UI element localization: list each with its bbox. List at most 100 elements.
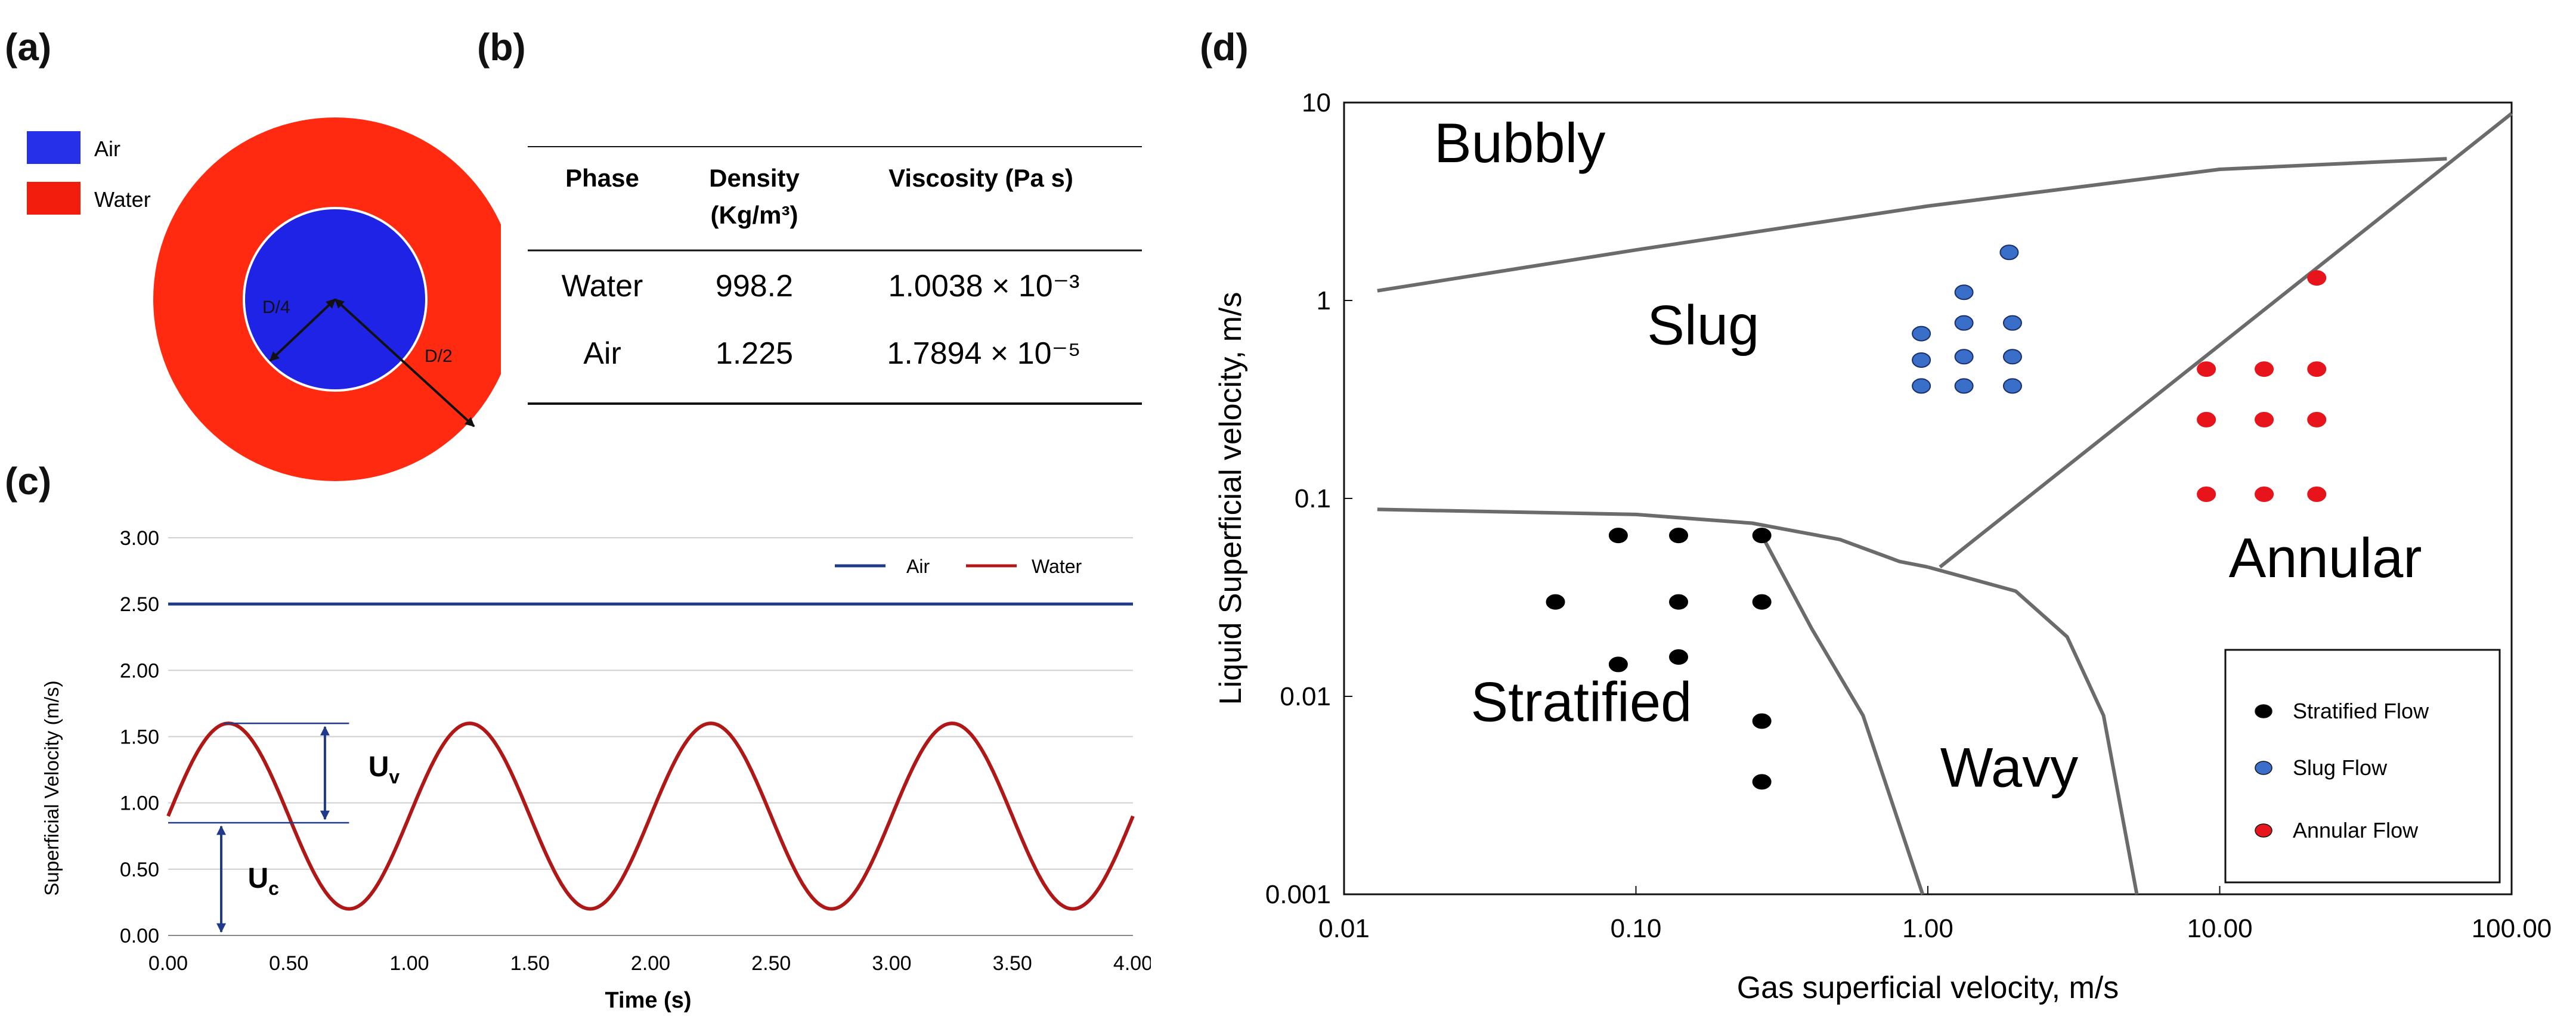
legend-air-label: Air <box>94 137 120 161</box>
d-regime-boundaries <box>1377 112 2513 895</box>
c-y-tick-label: 2.50 <box>120 593 159 616</box>
legend-water-swatch <box>27 182 80 215</box>
d-x-tick-label: 0.01 <box>1318 914 1370 943</box>
d-point-stratified <box>1608 528 1628 544</box>
d-region-labels: Bubbly Slug Stratified Wavy Annular <box>1434 111 2422 798</box>
c-x-tick-label: 2.50 <box>751 952 791 975</box>
d-point-stratified <box>1752 713 1772 729</box>
panel-label-d: (d) <box>1200 26 1249 69</box>
d-point-slug <box>1954 284 1974 300</box>
d-boundary-annular <box>1939 112 2513 569</box>
d-point-annular <box>2307 361 2327 377</box>
d-y-tick-label: 10 <box>1302 88 1331 117</box>
pipe-cross-section-figure: Air Water D/4 D/2 <box>27 117 501 481</box>
c-y-tick-label: 3.00 <box>120 527 159 550</box>
properties-table: Phase Density (Kg/m³) Viscosity (Pa s) W… <box>528 146 1142 405</box>
d-y-tick-label: 0.1 <box>1295 484 1331 513</box>
header-density: Density <box>709 164 800 192</box>
table-row-air-phase: Air <box>583 336 621 371</box>
c-y-tick-label: 1.50 <box>120 726 159 749</box>
c-x-tick-label: 4.00 <box>1113 952 1151 975</box>
d-boundary-bubbly-slug <box>1377 157 2447 293</box>
table-row-water-phase: Water <box>562 269 643 303</box>
c-y-tick-label: 1.00 <box>120 792 159 815</box>
velocity-time-chart: 0.00 0.50 1.00 1.50 2.00 2.50 3.00 0.00 0.50 1.00… <box>41 527 1151 1013</box>
half-diameter-label: D/2 <box>425 346 453 366</box>
d-point-slug <box>2002 315 2022 331</box>
d-x-axis-title: Gas superficial velocity, m/s <box>1737 971 2119 1005</box>
table-row-water-viscosity: 1.0038 × 10⁻³ <box>888 269 1080 303</box>
table-row-air-density: 1.225 <box>716 336 793 371</box>
header-phase: Phase <box>565 164 639 192</box>
c-legend-water-label: Water <box>1032 556 1082 577</box>
d-point-annular <box>2255 361 2274 377</box>
c-x-tick-label: 3.00 <box>872 952 911 975</box>
c-series-lines <box>166 602 1135 911</box>
panel-label-a: (a) <box>5 26 52 69</box>
c-y-tick-label: 2.00 <box>120 659 159 682</box>
c-uv-label: Uv <box>369 751 400 788</box>
d-y-axis-title: Liquid Superficial velocity, m/s <box>1213 292 1248 705</box>
c-water-line <box>166 721 1135 911</box>
d-point-stratified <box>1546 594 1565 610</box>
d-point-slug <box>2002 378 2022 394</box>
d-point-slug <box>1912 326 1931 342</box>
d-point-annular <box>2255 486 2274 502</box>
d-region-label-wavy: Wavy <box>1940 736 2079 798</box>
c-x-tick-label: 0.00 <box>148 952 188 975</box>
d-legend-slug-label: Slug Flow <box>2293 755 2388 780</box>
d-point-annular <box>2307 270 2327 286</box>
d-legend-annular-label: Annular Flow <box>2293 818 2419 842</box>
c-tick-labels: 0.00 0.50 1.00 1.50 2.00 2.50 3.00 0.00 0.50 1.00… <box>120 527 1151 975</box>
d-region-label-bubbly: Bubbly <box>1434 111 1605 174</box>
d-point-slug <box>2002 349 2022 365</box>
d-point-stratified <box>1669 528 1689 544</box>
quarter-diameter-arrow <box>269 298 336 362</box>
c-gridlines <box>168 537 1133 936</box>
d-region-label-slug: Slug <box>1647 294 1759 357</box>
d-point-slug <box>1954 378 1974 394</box>
d-point-annular <box>2197 361 2216 377</box>
c-x-axis-title: Time (s) <box>605 988 691 1013</box>
d-point-annular <box>2197 486 2216 502</box>
c-x-tick-label: 1.00 <box>389 952 429 975</box>
panel-label-b: (b) <box>477 26 526 69</box>
d-point-stratified <box>1752 528 1772 544</box>
d-region-label-annular: Annular <box>2229 526 2422 589</box>
d-point-annular <box>2255 411 2274 427</box>
d-legend-annular-marker <box>2255 823 2272 838</box>
d-y-tick-label: 1 <box>1317 286 1331 315</box>
d-point-slug <box>1954 349 1974 365</box>
d-y-tick-label: 0.01 <box>1280 682 1331 711</box>
c-y-tick-label: 0.50 <box>120 859 159 881</box>
table-row-air-viscosity: 1.7894 × 10⁻⁵ <box>887 336 1080 371</box>
d-x-tick-label: 1.00 <box>1902 914 1953 943</box>
d-boundary-wavy-annular <box>1927 565 2139 895</box>
c-uc-label: Uc <box>247 863 278 899</box>
d-point-stratified <box>1752 774 1772 790</box>
legend-water-label: Water <box>94 187 151 212</box>
table-row-water-density: 998.2 <box>716 269 793 303</box>
c-legend: Air Water <box>835 556 1082 577</box>
d-legend-stratified-label: Stratified Flow <box>2293 699 2429 723</box>
d-y-tick-label: 0.001 <box>1265 880 1331 909</box>
d-legend-stratified-marker <box>2255 704 2272 718</box>
d-point-stratified <box>1669 649 1689 665</box>
d-point-slug <box>1999 244 2019 261</box>
c-x-tick-label: 2.00 <box>631 952 670 975</box>
d-x-tick-label: 10.00 <box>2187 914 2252 943</box>
d-point-annular <box>2307 411 2327 427</box>
d-x-tick-label: 100.00 <box>2472 914 2552 943</box>
quarter-diameter-label: D/4 <box>262 298 290 317</box>
d-legend: Stratified Flow Slug Flow Annular Flow <box>2224 649 2501 884</box>
legend-air-swatch <box>27 131 80 164</box>
header-viscosity: Viscosity (Pa s) <box>888 164 1073 192</box>
d-point-slug <box>1912 352 1931 368</box>
c-x-tick-label: 1.50 <box>510 952 550 975</box>
flow-regime-map: 0.01 0.10 1.00 10.00 100.00 0.001 0.01 0.1 1 10 B… <box>1213 88 2552 1005</box>
d-x-tick-label: 0.10 <box>1611 914 1662 943</box>
c-legend-air-label: Air <box>906 556 930 577</box>
d-point-slug <box>1912 378 1931 394</box>
d-point-slug <box>1954 315 1974 331</box>
d-region-label-stratified: Stratified <box>1470 670 1692 733</box>
